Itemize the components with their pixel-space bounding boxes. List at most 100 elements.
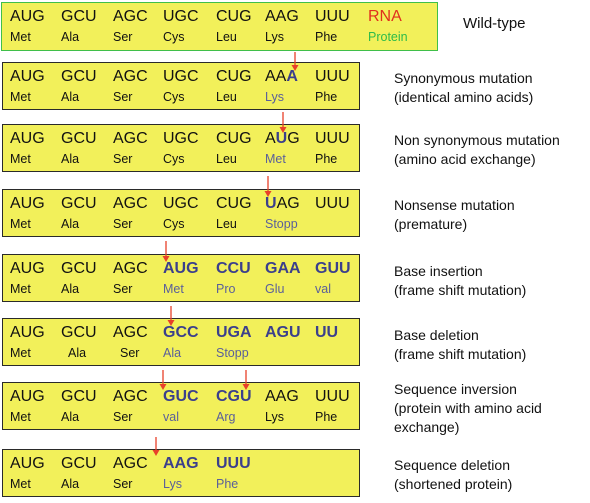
codon: GUU (315, 260, 351, 277)
codon: GAA (265, 260, 301, 277)
amino-acid: Lys (265, 410, 284, 424)
codon: CUG (216, 130, 252, 147)
amino-acid: val (163, 410, 179, 424)
amino-acid: Met (10, 30, 31, 44)
codon: UUU (315, 68, 350, 85)
label-line: Synonymous mutation (394, 70, 533, 86)
sequence-box-sequence-inversion (2, 382, 360, 430)
label-line: Base insertion (394, 263, 483, 279)
label-line: Sequence inversion (394, 381, 517, 397)
codon: AGU (265, 324, 301, 341)
amino-acid: Ala (61, 410, 80, 424)
codon: UUU (315, 388, 350, 405)
codon: AGC (113, 195, 148, 212)
amino-acid: Ala (61, 90, 80, 104)
codon: AGC (113, 260, 148, 277)
codon: AAG (163, 455, 199, 472)
base: G (287, 195, 300, 212)
codon: GUC (163, 388, 199, 405)
amino-acid: Phe (315, 152, 338, 166)
mutation-label-sequence-deletion: Sequence deletion (shortened protein) (394, 456, 512, 494)
mutated-base: U (265, 195, 277, 212)
codon: CGU (216, 388, 252, 405)
codon: AGC (113, 324, 148, 341)
codon: AUG (10, 8, 45, 25)
label-line: (frame shift mutation) (394, 282, 527, 298)
base: A (265, 130, 276, 147)
amino-acid: Cys (163, 152, 185, 166)
codon: GCU (61, 324, 97, 341)
sequence-box-nonsense (2, 189, 360, 237)
mutation-label-base-deletion: Base deletion (frame shift mutation) (394, 326, 526, 364)
amino-acid: Lys (265, 90, 284, 104)
amino-acid: Leu (216, 152, 237, 166)
codon: AUG (10, 455, 45, 472)
amino-acid: Leu (216, 30, 237, 44)
amino-acid: Met (10, 346, 31, 360)
amino-acid: Cys (163, 90, 185, 104)
codon: AUG (10, 260, 45, 277)
codon: GCU (61, 8, 97, 25)
label-line: Sequence deletion (394, 457, 510, 473)
base: A (275, 68, 287, 85)
amino-acid: Ser (120, 346, 140, 360)
base: A (265, 68, 276, 85)
mutation-label-nonsense: Nonsense mutation (premature) (394, 196, 515, 234)
label-line: (shortened protein) (394, 476, 513, 492)
codon: AGC (113, 455, 148, 472)
codon: AUG (10, 130, 45, 147)
amino-acid: Stopp (265, 217, 298, 231)
amino-acid: Stopp (216, 346, 249, 360)
mutation-label-non-synonymous: Non synonymous mutation (amino acid excha… (394, 131, 560, 169)
amino-acid: Ala (61, 217, 80, 231)
amino-acid: Phe (315, 90, 338, 104)
codon: UUU (315, 130, 350, 147)
amino-acid: Protein (368, 30, 408, 44)
codon: UGC (163, 68, 199, 85)
label-line: exchange) (394, 419, 460, 435)
codon: GCU (61, 455, 97, 472)
amino-acid: Met (265, 152, 286, 166)
sequence-box-synonymous (2, 62, 360, 110)
amino-acid: Ala (61, 152, 80, 166)
mutation-label-sequence-inversion: Sequence inversion (protein with amino ac… (394, 380, 542, 437)
codon: GCU (61, 260, 97, 277)
amino-acid: Ser (113, 152, 133, 166)
amino-acid: Met (10, 410, 31, 424)
codon: GCU (61, 68, 97, 85)
amino-acid: val (315, 282, 331, 296)
codon: GCU (61, 130, 97, 147)
amino-acid: Met (163, 282, 184, 296)
label-line: Non synonymous mutation (394, 132, 560, 148)
codon: RNA (368, 8, 402, 25)
amino-acid: Phe (216, 477, 239, 491)
codon: UUU (315, 195, 350, 212)
sequence-box-base-insertion (2, 254, 360, 302)
codon: CUG (216, 8, 252, 25)
amino-acid: Met (10, 282, 31, 296)
codon: AAG (265, 388, 299, 405)
codon: AUG (10, 324, 45, 341)
mutated-base: U (275, 130, 288, 147)
amino-acid: Lys (265, 30, 284, 44)
label-line: Base deletion (394, 327, 479, 343)
codon: AGC (113, 8, 148, 25)
amino-acid: Ala (61, 477, 80, 491)
amino-acid: Met (10, 217, 31, 231)
codon: UGC (163, 8, 199, 25)
codon: UGA (216, 324, 252, 341)
codon: UUU (216, 455, 251, 472)
codon: CUG (216, 68, 252, 85)
amino-acid: Phe (315, 410, 338, 424)
amino-acid: Cys (163, 217, 185, 231)
amino-acid: Ser (113, 30, 133, 44)
amino-acid: Lys (163, 477, 182, 491)
base: A (276, 195, 288, 212)
codon: GCC (163, 324, 199, 341)
amino-acid: Ser (113, 410, 133, 424)
amino-acid: Met (10, 152, 31, 166)
codon: AUG (10, 68, 45, 85)
amino-acid: Ser (113, 90, 133, 104)
amino-acid: Ala (163, 346, 182, 360)
amino-acid: Ser (113, 282, 133, 296)
